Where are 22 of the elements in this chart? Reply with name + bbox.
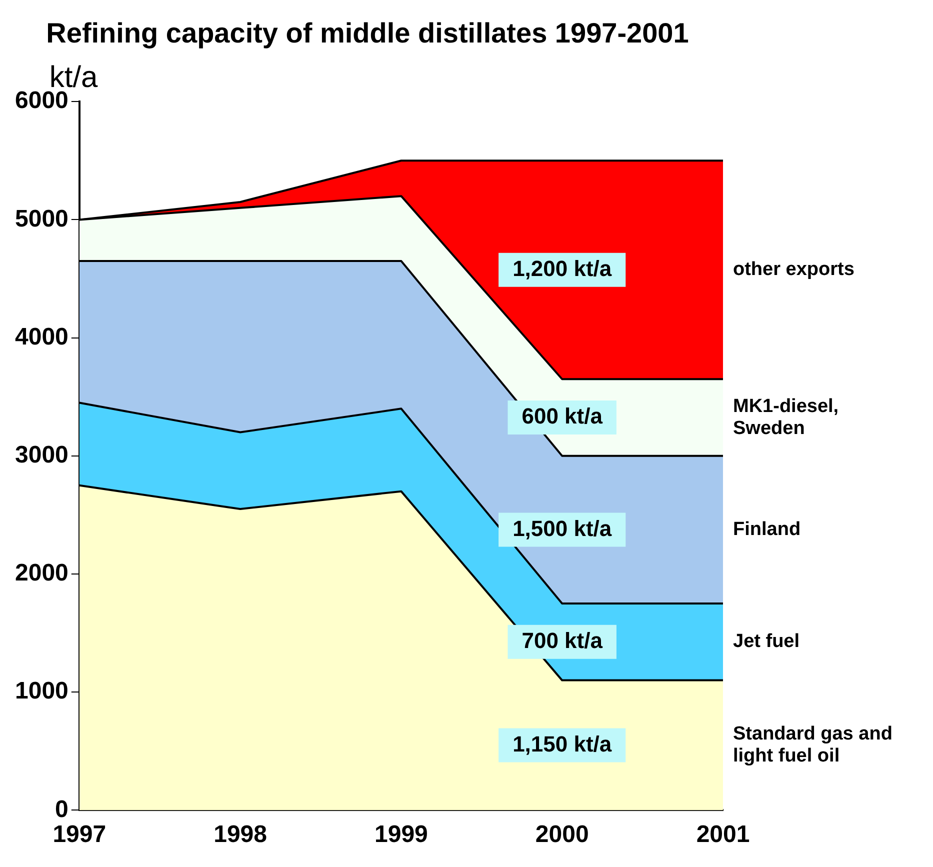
series-label: Finland xyxy=(733,518,801,540)
y-tick-label: 2000 xyxy=(15,560,68,587)
annotation: 600 kt/a xyxy=(522,404,604,429)
series-label: other exports xyxy=(733,259,854,280)
x-tick-label: 2001 xyxy=(696,821,750,848)
annotation: 1,500 kt/a xyxy=(512,516,612,541)
y-tick-label: 4000 xyxy=(15,323,68,350)
y-tick-label: 3000 xyxy=(15,442,68,469)
y-tick-label: 5000 xyxy=(15,205,68,232)
x-tick-label: 1999 xyxy=(374,821,428,848)
x-tick-label: 2000 xyxy=(535,821,589,848)
annotation: 1,200 kt/a xyxy=(512,256,612,281)
series-label: Standard gas and light fuel oil xyxy=(733,723,892,766)
annotation: 1,150 kt/a xyxy=(512,731,612,756)
y-tick-label: 1000 xyxy=(15,678,68,705)
series-label: Jet fuel xyxy=(733,631,800,652)
x-tick-label: 1998 xyxy=(214,821,267,848)
series-label: MK1-diesel, Sweden xyxy=(733,396,839,439)
chart-title: Refining capacity of middle distillates 1997-2001 xyxy=(46,18,689,49)
annotation: 700 kt/a xyxy=(522,628,604,653)
y-tick-label: 0 xyxy=(55,796,68,823)
x-tick-label: 1997 xyxy=(52,821,106,848)
